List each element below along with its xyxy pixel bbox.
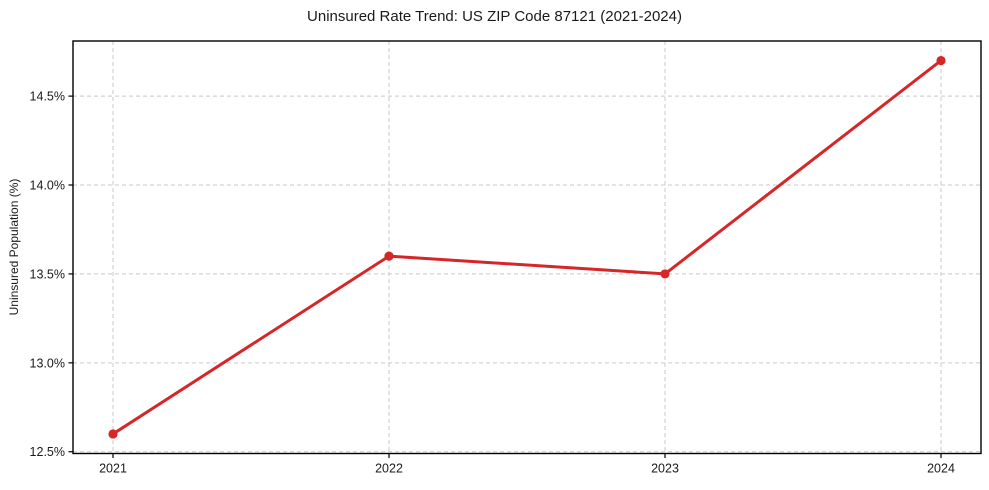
y-tick-label: 12.5%: [30, 445, 65, 459]
y-tick-label: 13.5%: [30, 267, 65, 281]
y-tick-label: 14.5%: [30, 90, 65, 104]
data-point-marker: [108, 429, 118, 439]
x-tick-label: 2024: [927, 462, 955, 476]
x-tick-label: 2022: [375, 462, 403, 476]
x-tick-label: 2023: [651, 462, 679, 476]
y-tick-label: 13.0%: [30, 356, 65, 370]
chart-title: Uninsured Rate Trend: US ZIP Code 87121 …: [307, 8, 682, 25]
y-tick-label: 14.0%: [30, 179, 65, 193]
data-point-marker: [384, 251, 394, 261]
data-point-marker: [936, 55, 946, 66]
axes-frame: [72, 40, 982, 455]
data-point-marker: [660, 269, 670, 279]
trend-line: [111, 59, 943, 436]
x-tick-label: 2021: [99, 462, 127, 476]
